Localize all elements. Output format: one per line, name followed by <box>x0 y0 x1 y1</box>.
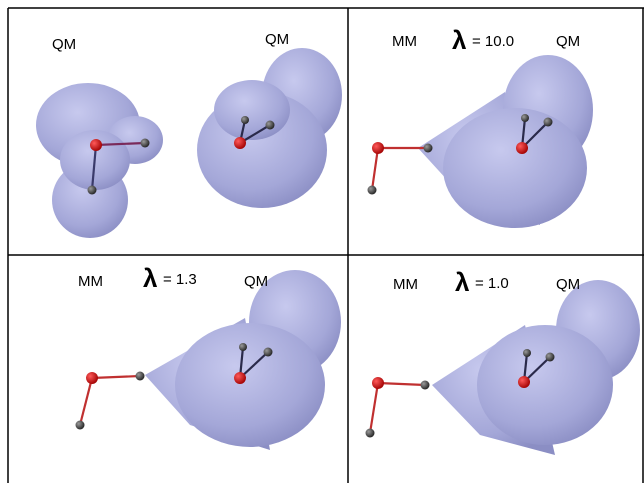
panel-label: QM <box>244 273 268 290</box>
panel-label: MM <box>392 33 417 50</box>
panel-label: MM <box>393 276 418 293</box>
lambda-value: = 1.0 <box>475 275 509 292</box>
lambda-value: = 10.0 <box>472 33 514 50</box>
panel-label: QM <box>556 276 580 293</box>
lambda-symbol: λ <box>143 263 158 293</box>
panel-label: QM <box>52 36 76 53</box>
density-blob <box>36 83 163 238</box>
panel-label: QM <box>556 33 580 50</box>
lambda-value: = 1.3 <box>163 271 197 288</box>
density-blob <box>418 55 593 228</box>
lambda-symbol: λ <box>452 25 467 55</box>
lambda-symbol: λ <box>455 267 470 297</box>
density-blob <box>145 270 341 450</box>
panel-label: MM <box>78 273 103 290</box>
density-blob <box>432 280 640 455</box>
figure: QM QM MM λ = 10.0 QM MM λ = 1.3 QM MM λ … <box>0 0 644 483</box>
panel-label: QM <box>265 31 289 48</box>
